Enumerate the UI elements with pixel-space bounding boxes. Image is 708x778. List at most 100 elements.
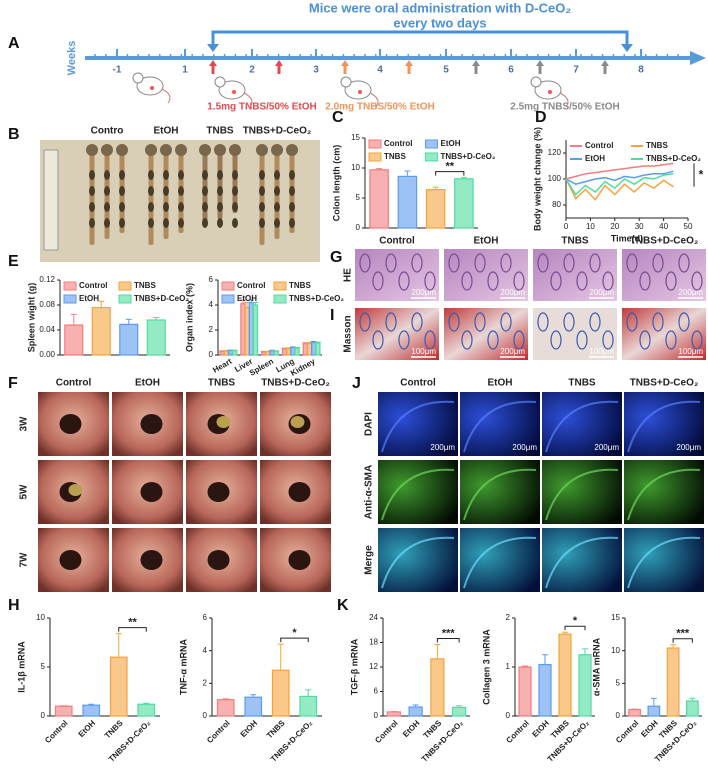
bar xyxy=(647,705,661,717)
lumen xyxy=(207,550,230,570)
dose-arrowhead xyxy=(209,60,217,66)
bar xyxy=(666,647,680,717)
significance-label: *** xyxy=(442,627,456,639)
legend-label: TNBS+D-CeO₂ xyxy=(289,294,344,303)
week-label: 3 xyxy=(313,65,319,76)
scale-label: 200μm xyxy=(589,288,614,297)
crypt xyxy=(487,271,499,291)
bar xyxy=(261,351,267,356)
y-tick-label: 15 xyxy=(351,133,360,142)
group-label: EtOH xyxy=(154,126,179,137)
legend-label: TNBS+D-CeO₂ xyxy=(646,154,701,163)
bar xyxy=(244,696,263,717)
crypt xyxy=(652,312,664,332)
y-tick-label: 5 xyxy=(41,662,46,671)
series-line xyxy=(565,162,674,180)
series-line xyxy=(565,170,674,186)
y-axis-label: Colon length (cm) xyxy=(331,145,341,222)
significance-label: ** xyxy=(128,617,137,629)
y-axis-label: TGF-β mRNA xyxy=(349,638,359,695)
tissue-outline xyxy=(463,468,537,521)
y-tick-label: 10 xyxy=(611,646,620,655)
feces xyxy=(178,186,184,196)
x-tick-label: Control xyxy=(205,719,231,745)
mouse-icon xyxy=(534,80,562,100)
colon-cecum xyxy=(214,144,226,156)
column-label: TNBS xyxy=(561,236,589,247)
y-tick-label: 0 xyxy=(506,711,511,720)
feces xyxy=(178,202,184,212)
bar xyxy=(578,654,592,717)
y-axis-label: Collagen 3 mRNA xyxy=(481,629,491,705)
timeline-subtitle: every two days xyxy=(393,15,486,30)
y-axis-label: TNF-α mRNA xyxy=(178,638,188,695)
bar xyxy=(231,350,238,356)
panel-letter: I xyxy=(330,307,334,324)
crypt xyxy=(626,253,638,273)
tissue-outline xyxy=(545,468,619,521)
y-tick-label: 5 xyxy=(356,193,361,202)
bar xyxy=(281,348,288,356)
legend-swatch xyxy=(273,281,287,291)
legend-swatch xyxy=(425,152,438,162)
mouse-icon xyxy=(340,76,352,88)
column-label: EtOH xyxy=(135,378,160,389)
bar xyxy=(430,658,445,717)
scale-label: 200μm xyxy=(430,443,455,452)
series-line xyxy=(565,173,674,196)
feces xyxy=(217,202,223,212)
crypt xyxy=(448,312,460,332)
colon-cecum xyxy=(101,144,113,156)
crypt xyxy=(500,253,512,273)
lumen xyxy=(140,414,163,434)
y-tick-label: 18 xyxy=(369,638,378,647)
y-axis-label: α-SMA mRNA xyxy=(591,637,601,696)
crypt xyxy=(550,330,562,350)
feces xyxy=(289,202,295,212)
legend-label: EtOH xyxy=(441,139,461,148)
bar xyxy=(518,666,532,717)
bar xyxy=(386,711,402,717)
significance-label: *** xyxy=(676,628,690,640)
crypt xyxy=(639,271,651,291)
bar xyxy=(306,342,313,356)
week-label: 7 xyxy=(573,65,579,76)
y-tick-label: 0.04 xyxy=(39,325,55,334)
crypt xyxy=(537,253,549,273)
feces xyxy=(148,218,154,228)
crypt xyxy=(513,330,525,350)
feces xyxy=(119,218,125,228)
bar xyxy=(628,708,641,717)
feces xyxy=(119,170,125,180)
feces xyxy=(89,170,95,180)
week-label: 1 xyxy=(182,65,188,76)
crypt xyxy=(359,253,371,273)
bar xyxy=(558,633,572,717)
x-tick-label: 10 xyxy=(586,222,595,231)
treatment-bracket xyxy=(211,30,629,46)
dose-arrowhead xyxy=(601,60,609,66)
scale-label: 200μm xyxy=(500,347,525,356)
crypt xyxy=(372,271,384,291)
y-tick-label: 5 xyxy=(616,678,621,687)
x-tick-label: EtOH xyxy=(239,718,260,739)
crypt xyxy=(474,253,486,273)
y-tick-label: 0 xyxy=(203,711,208,720)
crypt xyxy=(398,271,410,291)
colon-tissue xyxy=(232,150,238,213)
significance-label: ** xyxy=(445,161,454,173)
feces xyxy=(289,186,295,196)
legend-label: Control xyxy=(384,139,412,148)
crypt xyxy=(461,330,473,350)
bar xyxy=(137,703,156,717)
legend-swatch xyxy=(368,139,382,149)
y-tick-label: 2 xyxy=(506,613,511,622)
feces xyxy=(289,218,295,228)
x-axis-label: Time(d) xyxy=(611,233,643,243)
scale-label: 200μm xyxy=(594,443,619,452)
arrowhead xyxy=(207,44,219,52)
bar xyxy=(240,303,246,356)
tissue-outline xyxy=(463,400,537,453)
week-label: 5 xyxy=(443,65,449,76)
feces xyxy=(216,416,231,428)
